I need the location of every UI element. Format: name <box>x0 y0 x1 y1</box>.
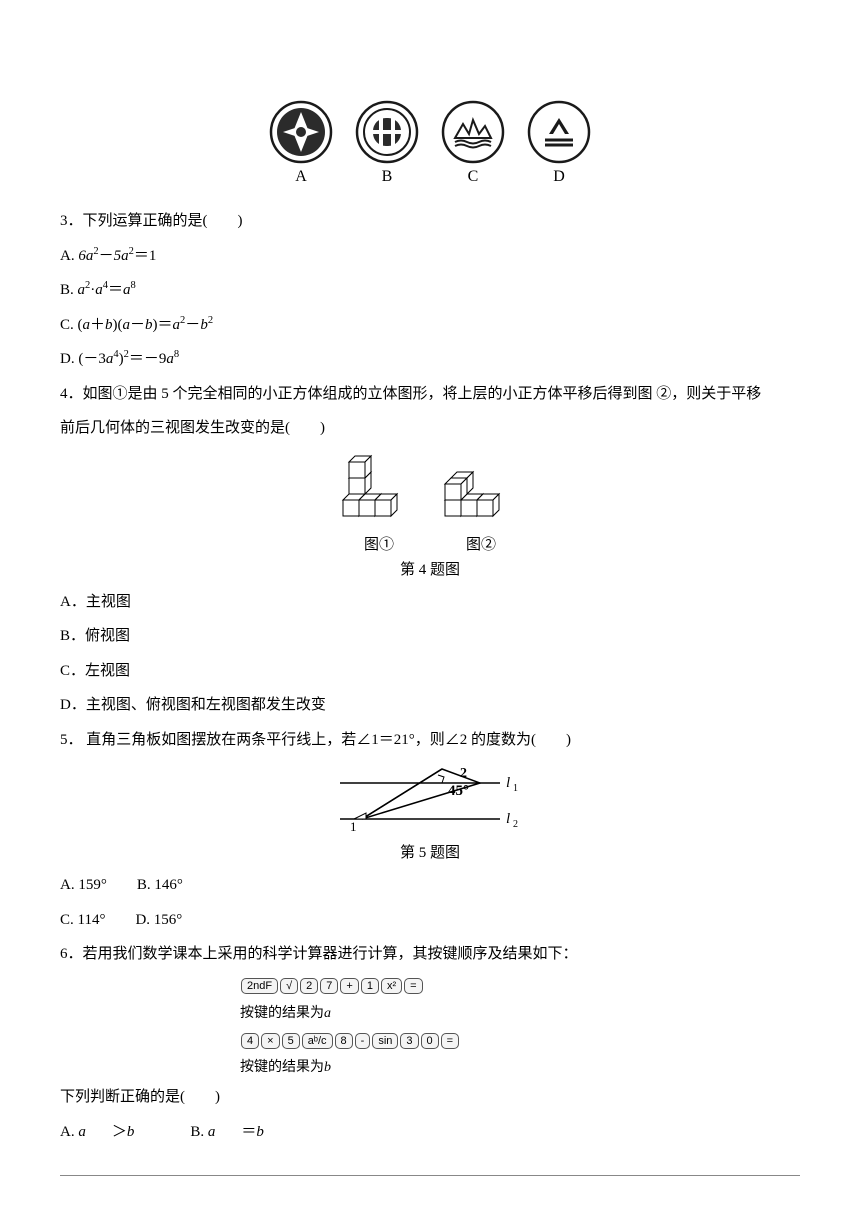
calc-key: 7 <box>320 978 338 994</box>
q5-stem: 5． 直角三角板如图摆放在两条平行线上，若∠1＝21°，则∠2 的度数为( ) <box>60 723 800 758</box>
footer-rule <box>60 1175 800 1176</box>
q4-opt-c: C．左视图 <box>60 654 800 689</box>
q5-opts-row1: A. 159° B. 146° <box>60 868 800 903</box>
q3-opt-d: D. (－3a4)2＝－9a8 <box>60 342 800 377</box>
logo-a-label: A <box>295 168 307 186</box>
calc-key: 0 <box>421 1033 439 1049</box>
q6-calc-row2-result: 按键的结果为b <box>240 1055 800 1080</box>
q5-angle2-label: 2 <box>460 766 467 781</box>
logo-a-icon <box>269 100 333 164</box>
svg-text:1: 1 <box>513 783 518 794</box>
calc-key: √ <box>280 978 298 994</box>
q6-opts-row1: A. a＞b B. a＝b <box>60 1115 800 1150</box>
q4-figure-1: 图① <box>335 452 423 554</box>
q3-c-prefix: C. <box>60 317 78 333</box>
logo-d-icon <box>527 100 591 164</box>
q4-figure-caption: 第 4 题图 <box>400 558 460 579</box>
q4-opt-a: A．主视图 <box>60 585 800 620</box>
q3-opt-c: C. (a＋b)(a－b)＝a2－b2 <box>60 308 800 343</box>
calc-key: 2 <box>300 978 318 994</box>
calc-key: × <box>261 1033 279 1049</box>
q6-opt-b: B. a＝b <box>190 1124 290 1140</box>
q4-figure-1-label: 图① <box>335 533 423 554</box>
calc-key: 8 <box>335 1033 353 1049</box>
q6-calc-row2: 4×5aᵇ/c8-sin30= <box>240 1028 800 1053</box>
logo-c-icon <box>441 100 505 164</box>
calc-key: x² <box>381 978 402 994</box>
logo-b: B <box>355 100 419 186</box>
page-container: A B C <box>0 0 860 1216</box>
logo-row: A B C <box>60 100 800 186</box>
logo-b-label: B <box>382 168 393 186</box>
q3-stem: 3．下列运算正确的是( ) <box>60 204 800 239</box>
q5-angle1-label: 1 <box>350 819 357 834</box>
logo-d-label: D <box>553 168 565 186</box>
q6-calc-row1: 2ndF√27+1x²= <box>240 974 800 999</box>
q6-opt-a: A. a＞b <box>60 1124 160 1140</box>
logo-d: D <box>527 100 591 186</box>
q5-figure-caption: 第 5 题图 <box>400 841 460 862</box>
svg-text:l: l <box>506 775 510 791</box>
q5-opts-row2: C. 114° D. 156° <box>60 903 800 938</box>
q5-opt-a: A. 159° <box>60 877 107 893</box>
q4-opt-d: D．主视图、俯视图和左视图都发生改变 <box>60 688 800 723</box>
q5-opt-d: D. 156° <box>135 912 182 928</box>
q4-opt-b: B．俯视图 <box>60 619 800 654</box>
q6-calc-block: 2ndF√27+1x²= 按键的结果为a 4×5aᵇ/c8-sin30= 按键的… <box>240 974 800 1081</box>
calc-key: = <box>404 978 422 994</box>
q6-calc-row1-result: 按键的结果为a <box>240 1001 800 1026</box>
calc-key: 5 <box>282 1033 300 1049</box>
q5-opt-b: B. 146° <box>137 877 183 893</box>
calc-key: sin <box>372 1033 398 1049</box>
q5-angle45-text: 45° <box>448 783 469 799</box>
q3-opt-a: A. 6a2－5a2＝1 <box>60 239 800 274</box>
q5-opt-c: C. 114° <box>60 912 105 928</box>
calc-key: - <box>355 1033 371 1049</box>
q5-figure-svg: 45° 2 1 l 1 l 2 <box>330 763 530 837</box>
logo-a: A <box>269 100 333 186</box>
q4-figure-2-label: 图② <box>437 533 525 554</box>
calc-key: aᵇ/c <box>302 1033 333 1049</box>
logo-c: C <box>441 100 505 186</box>
q4-figure-2: 图② <box>437 452 525 554</box>
calc-key: + <box>340 978 358 994</box>
svg-text:l: l <box>506 811 510 827</box>
calc-key: 4 <box>241 1033 259 1049</box>
q4-stem-line2: 前后几何体的三视图发生改变的是( ) <box>60 411 800 446</box>
q4-stem-line1: 4．如图①是由 5 个完全相同的小正方体组成的立体图形，将上层的小正方体平移后得… <box>60 377 800 412</box>
q6-stem: 6．若用我们数学课本上采用的科学计算器进行计算，其按键顺序及结果如下： <box>60 937 800 972</box>
q3-b-prefix: B. <box>60 282 78 298</box>
q3-opt-b: B. a2·a4＝a8 <box>60 273 800 308</box>
logo-b-icon <box>355 100 419 164</box>
q4-figure: 图① <box>60 452 800 579</box>
logo-c-label: C <box>468 168 479 186</box>
calc-key: 1 <box>361 978 379 994</box>
calc-key: = <box>441 1033 459 1049</box>
q6-judge: 下列判断正确的是( ) <box>60 1080 800 1115</box>
q3-a-prefix: A. <box>60 248 78 264</box>
q3-d-prefix: D. <box>60 351 78 367</box>
svg-text:2: 2 <box>513 819 518 830</box>
calc-key: 2ndF <box>241 978 278 994</box>
q5-figure: 45° 2 1 l 1 l 2 第 5 题图 <box>60 763 800 862</box>
calc-key: 3 <box>400 1033 418 1049</box>
